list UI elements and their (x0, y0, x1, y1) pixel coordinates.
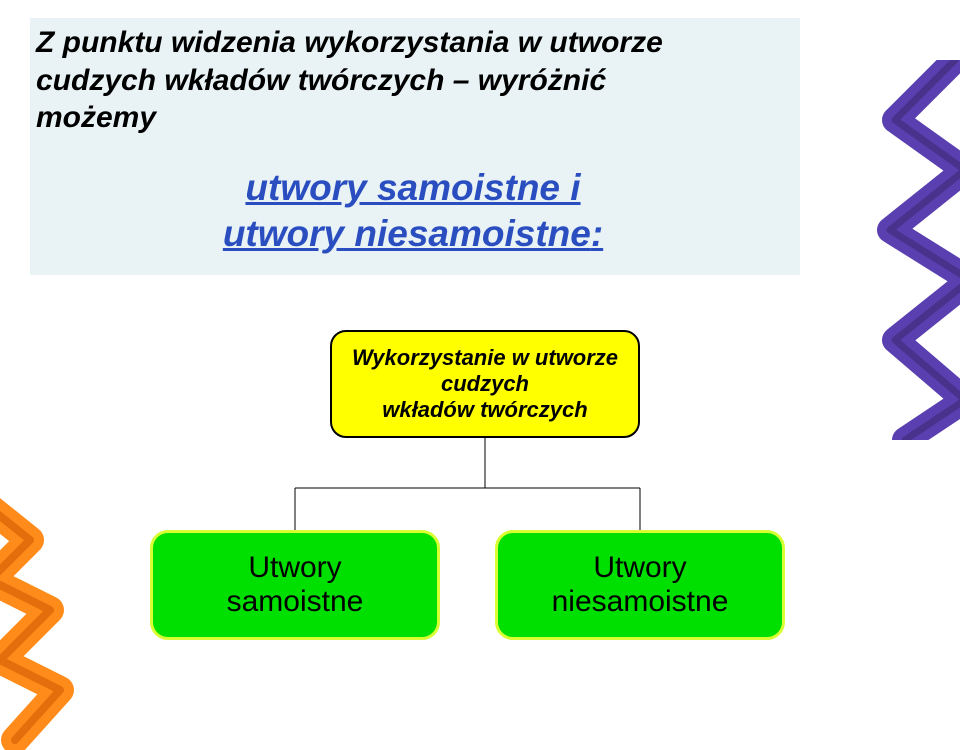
subtitle-line-2: utwory niesamoistne (223, 213, 591, 254)
heading-line-1: Z punktu widzenia wykorzystania w utworz… (36, 24, 790, 62)
node-root-l2: cudzych (352, 371, 618, 397)
node-root-l3: wkładów twórczych (352, 397, 618, 423)
heading-line-2: cudzych wkładów twórczych – wyróżnić (36, 62, 790, 100)
subtitle-colon: : (591, 213, 603, 254)
node-root-l1: Wykorzystanie w utworze (352, 345, 618, 371)
node-left-l2: samoistne (227, 585, 364, 619)
heading-line-3: możemy (36, 99, 790, 137)
subtitle-line-1: utwory samoistne i (245, 167, 580, 208)
node-left: Utwory samoistne (150, 530, 440, 640)
node-right-l1: Utwory (552, 551, 729, 585)
node-right-l2: niesamoistne (552, 585, 729, 619)
subtitle: utwory samoistne i utwory niesamoistne: (36, 165, 790, 258)
intro-text-block: Z punktu widzenia wykorzystania w utworz… (30, 18, 800, 275)
node-root: Wykorzystanie w utworze cudzych wkładów … (330, 330, 640, 438)
flowchart: Wykorzystanie w utworze cudzych wkładów … (0, 330, 960, 710)
node-left-l1: Utwory (227, 551, 364, 585)
node-right: Utwory niesamoistne (495, 530, 785, 640)
